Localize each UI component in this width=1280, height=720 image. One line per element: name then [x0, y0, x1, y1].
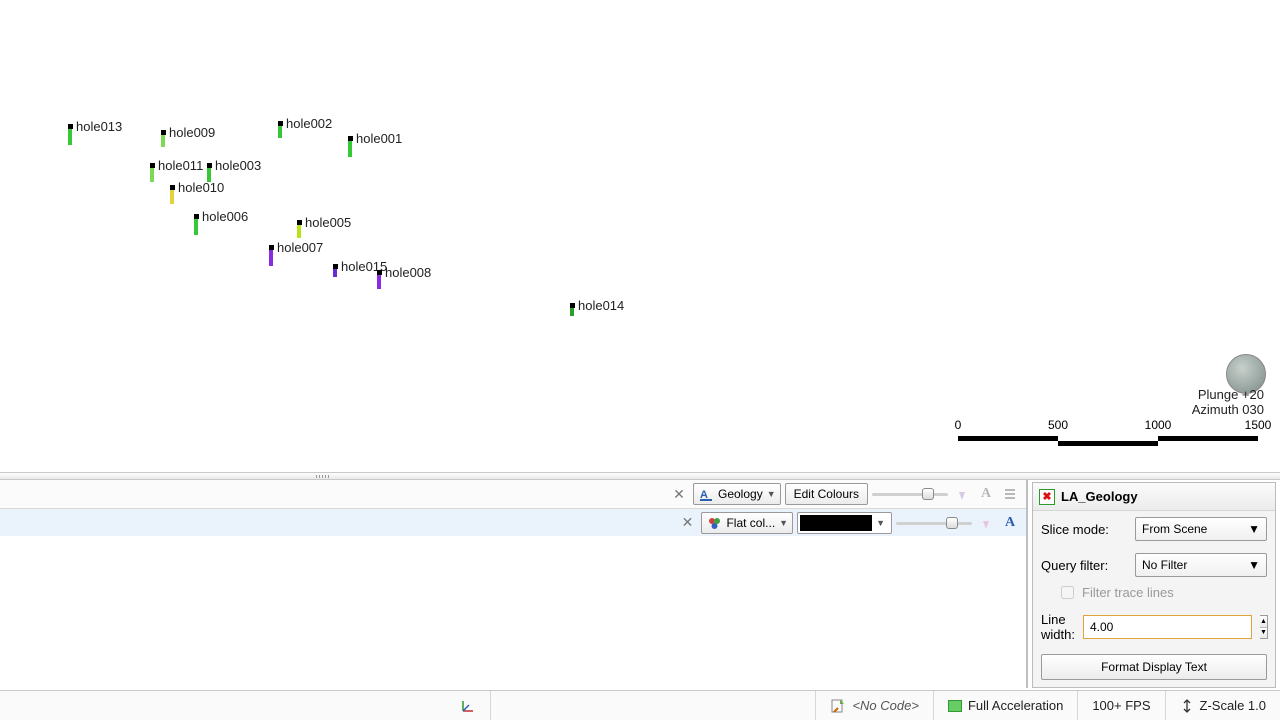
scale-tick-label: 1000	[1145, 418, 1172, 432]
drillhole-label: hole003	[215, 158, 261, 173]
layer-list-panel: ✕ A Geology ▼ Edit Colours A ✕ Flat col.…	[0, 480, 1028, 688]
drillhole-label: hole010	[178, 180, 224, 195]
object-type-icon: ✖	[1039, 489, 1055, 505]
trace-line	[150, 168, 154, 182]
trace-line	[170, 190, 174, 204]
slice-mode-label: Slice mode:	[1041, 522, 1127, 537]
text-style-icon[interactable]: A	[976, 484, 996, 504]
drillhole-label: hole005	[305, 215, 351, 230]
scale-bar: 050010001500	[958, 430, 1262, 452]
trace-line	[161, 135, 165, 147]
monitor-icon	[948, 700, 962, 712]
list-toggle-icon[interactable]	[1000, 484, 1020, 504]
filter-trace-checkbox-row: Filter trace lines	[1033, 583, 1275, 606]
layer-row-geology: ✕ A Geology ▼ Edit Colours A	[0, 480, 1026, 508]
panel-splitter[interactable]	[0, 472, 1280, 480]
drillhole-label: hole009	[169, 125, 215, 140]
trace-line	[269, 250, 273, 266]
drillhole-label: hole002	[286, 116, 332, 131]
viewport-3d[interactable]: hole013 hole009 hole002 hole001 hole011 hole0…	[0, 0, 1280, 472]
properties-panel: ✖ LA_Geology Slice mode: From Scene ▼ Qu…	[1032, 482, 1276, 688]
opacity-slider[interactable]	[872, 486, 948, 502]
opacity-slider[interactable]	[896, 515, 972, 531]
drillhole-label: hole011	[158, 158, 203, 173]
axes-icon	[460, 698, 476, 714]
status-fps: 100+ FPS	[1077, 691, 1164, 720]
close-icon[interactable]: ✕	[669, 484, 689, 504]
status-accel[interactable]: Full Acceleration	[933, 691, 1077, 720]
properties-title: LA_Geology	[1061, 489, 1138, 504]
trace-line	[297, 225, 301, 238]
scale-tick-label: 0	[955, 418, 962, 432]
filter-trace-checkbox	[1061, 586, 1074, 599]
orientation-readout: Plunge +20 Azimuth 030	[1192, 387, 1264, 417]
note-icon	[830, 698, 846, 714]
drillhole-label: hole014	[578, 298, 624, 313]
close-icon[interactable]: ✕	[677, 513, 697, 533]
colour-swatch-dropdown[interactable]: ▼	[797, 512, 892, 534]
colourmap-dropdown[interactable]: Flat col... ▼	[701, 512, 793, 534]
edit-colours-button[interactable]: Edit Colours	[785, 483, 868, 505]
trace-line	[377, 275, 381, 289]
trace-line	[570, 308, 574, 316]
properties-titlebar: ✖ LA_Geology	[1033, 483, 1275, 511]
query-filter-label: Query filter:	[1041, 558, 1127, 573]
slice-mode-dropdown[interactable]: From Scene ▼	[1135, 517, 1267, 541]
chevron-down-icon: ▼	[1248, 522, 1260, 536]
chevron-down-icon: ▼	[767, 489, 776, 499]
status-bar: <No Code> Full Acceleration 100+ FPS Z-S…	[0, 690, 1280, 720]
drillhole-label: hole001	[356, 131, 402, 146]
status-code[interactable]: <No Code>	[815, 691, 933, 720]
text-style-icon[interactable]: A	[1000, 513, 1020, 533]
chevron-down-icon: ▼	[779, 518, 788, 528]
azimuth-text: Azimuth 030	[1192, 402, 1264, 417]
trace-line	[348, 141, 352, 157]
label-toggle-icon[interactable]	[976, 513, 996, 533]
chevron-down-icon: ▼	[1248, 558, 1260, 572]
status-zscale[interactable]: Z-Scale 1.0	[1165, 691, 1280, 720]
trace-line	[278, 126, 282, 138]
zscale-icon	[1180, 699, 1194, 713]
query-filter-dropdown[interactable]: No Filter ▼	[1135, 553, 1267, 577]
layer-row-flatcolour: ✕ Flat col... ▼ ▼ A	[0, 508, 1026, 536]
line-width-label: Line width:	[1041, 612, 1075, 642]
plunge-text: Plunge +20	[1192, 387, 1264, 402]
scale-tick-label: 500	[1048, 418, 1068, 432]
drillhole-label: hole008	[385, 265, 431, 280]
line-width-spinner[interactable]: ▲▼	[1260, 615, 1268, 639]
trace-line	[333, 269, 337, 277]
trace-line	[194, 219, 198, 235]
drillhole-label: hole007	[277, 240, 323, 255]
format-display-text-button[interactable]: Format Display Text	[1041, 654, 1267, 680]
filter-trace-label: Filter trace lines	[1082, 585, 1174, 600]
label-toggle-icon[interactable]	[952, 484, 972, 504]
chevron-down-icon: ▼	[872, 518, 889, 528]
colourmap-label: Geology	[718, 487, 763, 501]
trace-line	[68, 129, 72, 145]
line-width-input[interactable]	[1083, 615, 1252, 639]
drillhole-label: hole006	[202, 209, 248, 224]
colourmap-dropdown[interactable]: A Geology ▼	[693, 483, 781, 505]
colourmap-label: Flat col...	[726, 516, 775, 530]
scale-tick-label: 1500	[1245, 418, 1272, 432]
drillhole-label: hole013	[76, 119, 122, 134]
